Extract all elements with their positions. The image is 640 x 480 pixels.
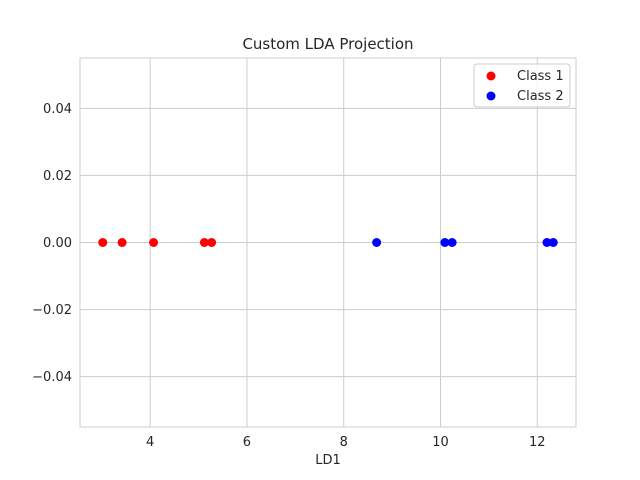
- legend-marker-class-2: [486, 91, 496, 101]
- data-point-class-2: [542, 238, 552, 247]
- data-point-class-1: [149, 238, 159, 247]
- axes-frame: [79, 57, 577, 428]
- data-point-class-2: [548, 238, 558, 247]
- data-point-class-2: [372, 238, 382, 247]
- y-tick-label: 0.02: [43, 169, 72, 184]
- data-point-class-1: [199, 238, 209, 247]
- x-tick-labels: 4 6 8 10 12: [146, 435, 546, 450]
- legend-box: [473, 63, 571, 108]
- x-axis-label: LD1: [315, 453, 341, 468]
- y-tick-label: 0.00: [43, 236, 72, 251]
- data-point-class-2: [447, 238, 457, 247]
- legend-label-class-2: Class 2: [517, 89, 564, 104]
- data-point-class-1: [117, 238, 127, 247]
- y-tick-label: 0.04: [43, 102, 72, 117]
- x-tick-label: 12: [529, 435, 546, 450]
- legend-label-class-1: Class 1: [517, 69, 564, 84]
- data-point-class-1: [207, 238, 217, 247]
- legend: Class 1 Class 2: [473, 63, 571, 108]
- x-tick-label: 6: [243, 435, 251, 450]
- grid: [80, 58, 576, 427]
- chart-title: Custom LDA Projection: [242, 35, 413, 53]
- x-tick-label: 10: [432, 435, 449, 450]
- y-tick-labels: −0.04 −0.02 0.00 0.02 0.04: [32, 102, 72, 385]
- legend-marker-class-1: [486, 71, 496, 81]
- data-point-class-1: [98, 238, 108, 247]
- data-points: [98, 238, 558, 247]
- x-tick-label: 8: [340, 435, 348, 450]
- plot-area: [79, 57, 577, 428]
- y-tick-label: −0.02: [32, 303, 72, 318]
- x-tick-label: 4: [146, 435, 154, 450]
- y-tick-label: −0.04: [32, 370, 72, 385]
- data-point-class-2: [440, 238, 450, 247]
